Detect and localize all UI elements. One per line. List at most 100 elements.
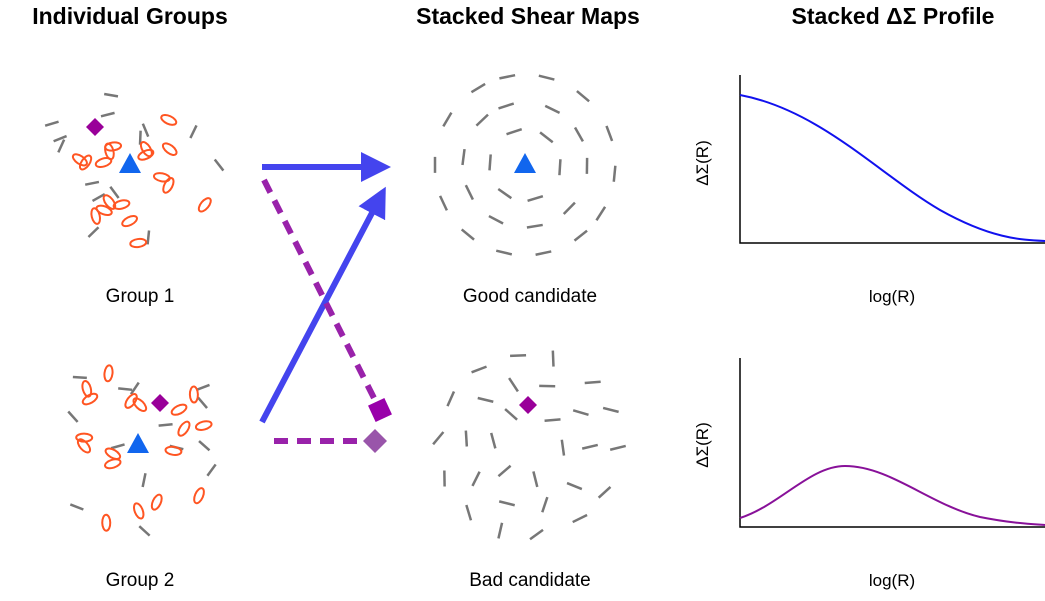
shear-dash xyxy=(495,249,513,256)
shear-dash xyxy=(100,111,115,118)
galaxy xyxy=(75,432,94,443)
galaxy xyxy=(104,458,122,470)
shear-dash xyxy=(532,471,539,488)
shear-dash xyxy=(475,113,489,127)
galaxy xyxy=(102,194,117,210)
diamond xyxy=(519,396,537,414)
shear-dash xyxy=(602,406,619,414)
shear-dash xyxy=(438,195,448,211)
shear-dash xyxy=(566,481,583,491)
shear-dash xyxy=(110,443,125,450)
shear-dash xyxy=(141,123,150,138)
shear-dash xyxy=(138,525,151,537)
title: Stacked Shear Maps xyxy=(416,3,640,29)
title: Individual Groups xyxy=(32,3,228,29)
profile-curve xyxy=(739,464,1045,526)
galaxy xyxy=(170,403,188,416)
galaxy xyxy=(152,172,171,183)
triangle xyxy=(127,433,149,453)
shear-dash xyxy=(541,496,549,513)
diamond-head xyxy=(363,429,387,453)
shear-dash xyxy=(499,73,516,80)
galaxy xyxy=(103,364,114,383)
galaxy xyxy=(101,513,112,532)
shear-dash xyxy=(461,148,466,166)
shear-dash xyxy=(446,391,456,407)
profile-curve xyxy=(739,94,1045,242)
shear-dash xyxy=(67,410,79,423)
galaxy xyxy=(139,141,153,158)
x-axis-label: log(R) xyxy=(869,287,915,306)
shear-dash xyxy=(584,380,601,385)
shear-dash xyxy=(72,375,87,380)
shear-dash xyxy=(129,381,140,395)
shear-dash xyxy=(498,102,515,110)
galaxy xyxy=(81,379,93,398)
galaxy xyxy=(193,487,205,505)
shear-dash xyxy=(87,226,100,238)
shear-dash xyxy=(477,396,494,403)
shear-dash xyxy=(146,230,151,245)
diamond xyxy=(86,118,104,136)
shear-dash xyxy=(489,432,497,449)
shear-dash xyxy=(576,90,590,103)
shear-dash xyxy=(465,504,473,521)
shear-dash xyxy=(57,139,66,153)
shear-dash xyxy=(562,201,576,215)
shear-dash xyxy=(471,365,487,374)
shear-dash xyxy=(464,430,469,447)
triangle xyxy=(119,153,141,173)
galaxy xyxy=(112,199,131,210)
shear-dash xyxy=(189,124,198,139)
arrow xyxy=(259,186,386,424)
shear-dash xyxy=(508,377,519,393)
galaxy xyxy=(121,214,138,228)
shear-dash xyxy=(612,165,617,182)
galaxy xyxy=(132,397,148,413)
title: Stacked ΔΣ Profile xyxy=(792,3,995,29)
shear-dash xyxy=(506,128,523,136)
candidate-label: Bad candidate xyxy=(469,570,591,591)
galaxy xyxy=(129,237,148,249)
group-label: Group 2 xyxy=(106,570,175,591)
shear-dash xyxy=(595,206,607,221)
galaxy xyxy=(177,420,191,437)
shear-dash xyxy=(498,500,516,507)
shear-dash xyxy=(141,473,147,488)
shear-dash xyxy=(558,159,562,176)
axes xyxy=(739,75,1045,528)
shear-dash xyxy=(432,431,445,446)
shear-dash xyxy=(464,184,475,201)
shear-dash xyxy=(539,131,554,144)
candidate-label: Good candidate xyxy=(463,286,597,307)
galaxy xyxy=(188,385,199,404)
shear-dash xyxy=(573,126,584,143)
shear-dash xyxy=(44,120,59,127)
shear-dash xyxy=(510,354,527,358)
diamond xyxy=(151,394,169,412)
galaxy xyxy=(194,420,213,431)
shear-dash xyxy=(544,104,561,115)
shear-dash xyxy=(195,383,210,392)
galaxy xyxy=(71,153,88,167)
galaxy xyxy=(78,154,93,171)
galaxy xyxy=(104,447,122,460)
shear-dash xyxy=(470,82,486,94)
shear-dash xyxy=(213,158,225,172)
x-axis-label: log(R) xyxy=(869,571,915,590)
shear-dash xyxy=(573,229,588,242)
square-head xyxy=(368,398,392,422)
galaxy xyxy=(104,142,115,161)
galaxy xyxy=(162,177,175,194)
y-axis-label: ΔΣ(R) xyxy=(693,140,712,185)
shear-dash xyxy=(497,464,512,478)
galaxy xyxy=(197,197,212,213)
shear-dash xyxy=(544,418,561,422)
shear-dash xyxy=(138,130,142,145)
shear-dash xyxy=(198,440,211,452)
dashed-arrow xyxy=(261,178,379,404)
galaxy xyxy=(161,142,178,156)
shear-dash xyxy=(497,522,504,539)
shear-dash xyxy=(526,223,543,229)
shear-dash xyxy=(535,250,552,256)
